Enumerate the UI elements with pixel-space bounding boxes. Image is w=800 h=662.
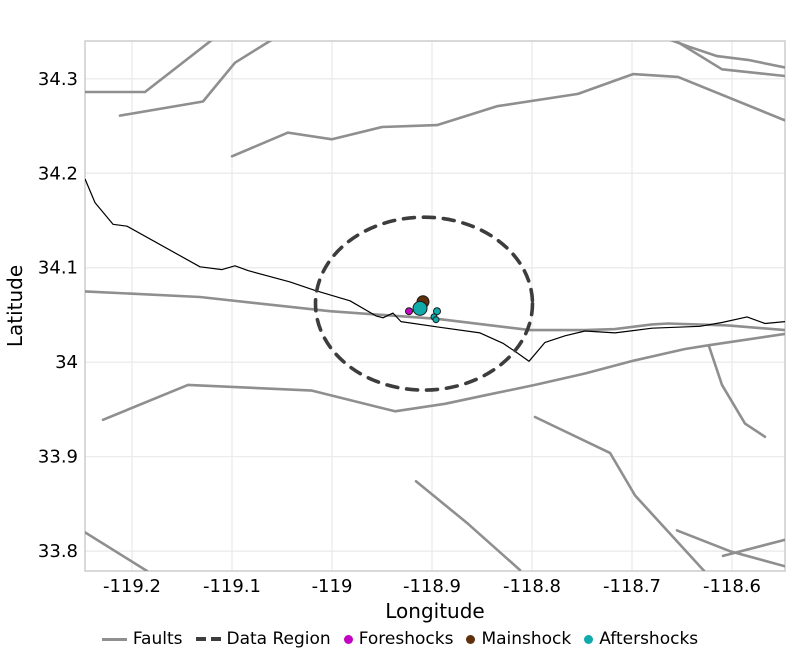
fault-line — [414, 479, 522, 571]
y-tick-label: 34 — [55, 352, 78, 373]
aftershock-marker — [412, 300, 428, 316]
legend-item-data-region: Data Region — [195, 629, 331, 649]
fault-line — [118, 41, 273, 117]
x-tick-label: -119.2 — [103, 576, 161, 597]
fault-line — [707, 344, 767, 439]
x-tick-label: -119 — [312, 576, 353, 597]
legend-item-mainshock: Mainshock — [466, 629, 571, 649]
legend-label-mainshock: Mainshock — [481, 629, 572, 649]
fault-line — [669, 41, 785, 69]
x-axis-label: Longitude — [385, 599, 484, 623]
legend-label-foreshocks: Foreshocks — [358, 629, 454, 649]
aftershocks-dot-swatch — [584, 634, 594, 644]
x-tick-label: -118.8 — [503, 576, 561, 597]
fault-line — [85, 41, 213, 94]
x-tick-label: -118.9 — [403, 576, 461, 597]
legend-item-foreshocks: Foreshocks — [343, 629, 454, 649]
fault-line — [674, 41, 785, 78]
fault-line — [675, 529, 785, 568]
fault-line-thin — [85, 178, 785, 362]
legend-item-faults: Faults — [101, 629, 183, 649]
x-tick-label: -119.1 — [203, 576, 261, 597]
x-tick-label: -118.6 — [703, 576, 761, 597]
legend-label-aftershocks: Aftershocks — [599, 629, 699, 649]
aftershock-marker — [433, 307, 441, 316]
fault-line — [85, 530, 149, 571]
plot-area — [85, 41, 785, 571]
legend-label-data-region: Data Region — [226, 629, 331, 649]
legend-item-aftershocks: Aftershocks — [584, 629, 698, 649]
legend: Faults Data Region Foreshocks Mainshock … — [0, 629, 800, 649]
aftershock-marker — [432, 316, 440, 324]
foreshock-marker — [405, 307, 413, 316]
plot-frame — [84, 40, 786, 572]
y-tick-label: 34.2 — [38, 163, 78, 184]
mainshock-dot-swatch — [466, 634, 476, 644]
legend-label-faults: Faults — [132, 629, 183, 649]
data-region-dash-swatch — [195, 637, 221, 641]
y-tick-label: 33.9 — [38, 447, 78, 468]
y-tick-label: 34.1 — [38, 258, 78, 279]
fault-line — [230, 72, 785, 158]
fault-line — [721, 538, 785, 558]
data-region-circle — [313, 215, 535, 392]
fault-line — [533, 415, 706, 571]
fault-line — [85, 290, 785, 332]
y-tick-label: 33.8 — [38, 541, 78, 562]
foreshocks-dot-swatch — [343, 634, 353, 644]
faults-line-swatch — [101, 637, 127, 641]
y-tick-label: 34.3 — [38, 69, 78, 90]
fault-line — [101, 332, 785, 422]
y-axis-label: Latitude — [3, 265, 27, 347]
x-tick-label: -118.7 — [603, 576, 661, 597]
